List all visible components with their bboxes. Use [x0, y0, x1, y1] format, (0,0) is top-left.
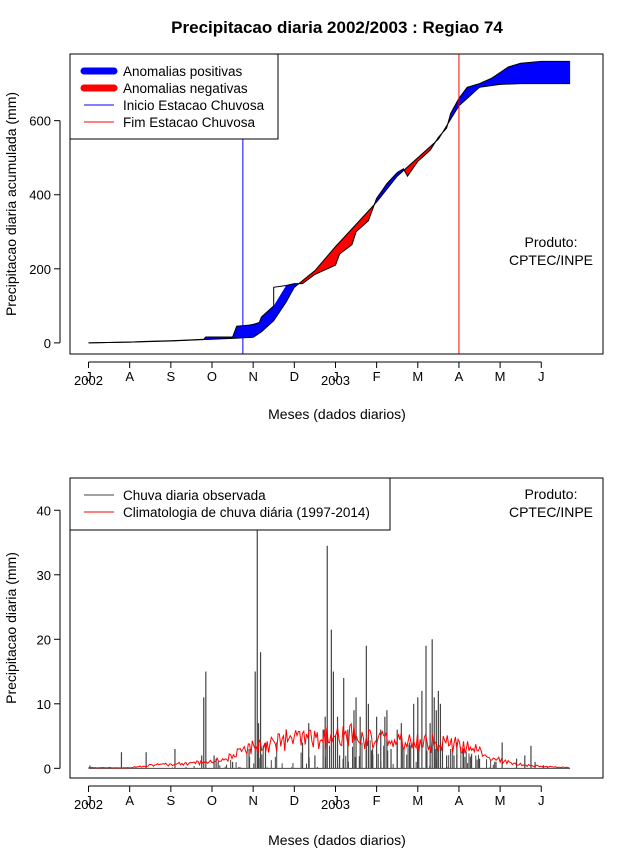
legend-season-start-label: Inicio Estacao Chuvosa — [123, 98, 265, 113]
bottom-product-source: CPTEC/INPE — [509, 504, 593, 520]
top-x-tick-label: A — [125, 369, 134, 384]
bottom-y-tick-label: 20 — [37, 632, 51, 647]
bottom-x-tick-label: F — [373, 793, 381, 808]
bottom-year-label: 2003 — [321, 797, 350, 812]
bottom-year-label: 2002 — [74, 797, 103, 812]
bottom-y-tick-label: 0 — [44, 761, 51, 776]
top-x-tick-label: J — [538, 369, 545, 384]
bottom-legend: Chuva diaria observada Climatologia de c… — [69, 477, 391, 531]
observed-cumulative-line — [88, 60, 571, 344]
legend-climatology-label: Climatologia de chuva diária (1997-2014) — [123, 505, 370, 520]
bottom-y-axis-label: Precipitacao diaria (mm) — [3, 552, 19, 704]
positive-anomaly-area-0 — [88, 283, 299, 343]
top-y-axis: 0 200 400 600 — [29, 114, 61, 351]
top-legend: Anomalias positivas Anomalias negativas … — [69, 53, 279, 140]
legend-negative-label: Anomalias negativas — [123, 81, 248, 96]
top-x-tick-label: J — [332, 369, 339, 384]
top-x-tick-label: S — [167, 369, 176, 384]
top-x-tick-label: O — [207, 369, 217, 384]
top-x-tick-label: N — [248, 369, 257, 384]
legend-observed-label: Chuva diaria observada — [123, 488, 266, 503]
top-y-axis-label: Precipitacao diaria acumulada (mm) — [3, 92, 19, 316]
legend-positive-label: Anomalias positivas — [123, 64, 243, 79]
top-y-tick-label: 400 — [29, 188, 51, 203]
bottom-x-tick-label: A — [125, 793, 134, 808]
positive-anomaly-area-6 — [447, 61, 571, 124]
climatology-cumulative-line — [88, 83, 571, 344]
bottom-x-axis-label: Meses (dados diarios) — [268, 832, 406, 848]
bottom-x-tick-label: N — [248, 793, 257, 808]
bottom-x-tick-label: M — [495, 793, 506, 808]
bottom-y-tick-label: 10 — [37, 697, 51, 712]
top-x-tick-label: J — [85, 369, 92, 384]
bottom-x-tick-label: A — [455, 793, 464, 808]
top-plot-frame — [69, 53, 604, 355]
bottom-legend-box — [69, 477, 391, 531]
climatology-daily-line — [88, 722, 570, 769]
top-year-label: 2002 — [74, 373, 103, 388]
bottom-chart-marks — [88, 529, 571, 769]
top-y-tick-label: 600 — [29, 114, 51, 129]
top-chart: Precipitacao diaria 2002/2003 : Regiao 7… — [3, 18, 604, 422]
bottom-x-tick-label: J — [85, 793, 92, 808]
top-x-tick-label: M — [412, 369, 423, 384]
top-x-axis-label: Meses (dados diarios) — [268, 406, 406, 422]
bottom-y-tick-label: 30 — [37, 568, 51, 583]
bottom-x-tick-label: J — [538, 793, 545, 808]
top-y-tick-label: 0 — [44, 336, 51, 351]
top-x-tick-label: A — [455, 369, 464, 384]
bottom-x-tick-label: D — [290, 793, 299, 808]
top-x-tick-label: F — [373, 369, 381, 384]
bottom-x-tick-label: J — [332, 793, 339, 808]
chart-title: Precipitacao diaria 2002/2003 : Regiao 7… — [171, 18, 503, 37]
bottom-y-tick-label: 40 — [37, 503, 51, 518]
bottom-x-tick-label: M — [412, 793, 423, 808]
top-year-label: 2003 — [321, 373, 350, 388]
bottom-y-axis: 0 10 20 30 40 — [37, 503, 61, 776]
top-x-tick-label: D — [290, 369, 299, 384]
top-y-tick-label: 200 — [29, 262, 51, 277]
bottom-x-tick-label: O — [207, 793, 217, 808]
top-product-label: Produto: — [525, 234, 578, 250]
bottom-x-tick-label: S — [167, 793, 176, 808]
legend-season-end-label: Fim Estacao Chuvosa — [123, 115, 256, 130]
bottom-product-label: Produto: — [525, 486, 578, 502]
top-x-tick-label: M — [495, 369, 506, 384]
top-product-source: CPTEC/INPE — [509, 252, 593, 268]
